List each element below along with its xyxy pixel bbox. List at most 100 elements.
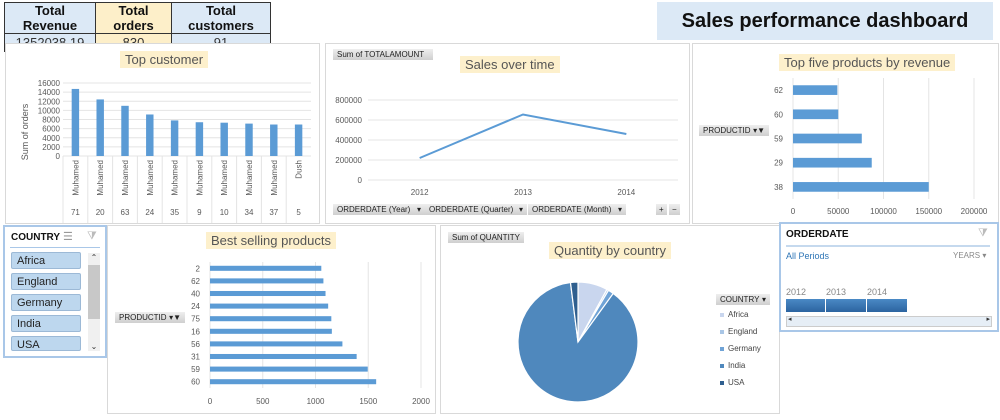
timeline-scrollbar[interactable]: ◂ ▸ [786, 316, 992, 327]
category-label: Muhamed [121, 160, 130, 196]
orderdate-year-button[interactable]: ORDERDATE (Year) ▾ [333, 204, 425, 215]
bar [195, 122, 204, 156]
slicer-item-germany[interactable]: Germany [11, 294, 81, 311]
category-label: 60 [774, 110, 783, 119]
legend-swatch [720, 363, 724, 368]
scroll-left-icon[interactable]: ◂ [788, 316, 792, 323]
category-id-label: 63 [121, 208, 130, 217]
button-label: ORDERDATE (Year) [337, 205, 411, 214]
timeline-bar-2012[interactable] [786, 299, 825, 312]
time-level-label: YEARS [953, 251, 981, 260]
x-tick-label: 50000 [827, 207, 850, 216]
x-tick-label: 200000 [961, 207, 988, 216]
category-id-label: 5 [296, 208, 301, 217]
button-label: PRODUCTID [119, 313, 167, 322]
orderdate-month-button[interactable]: ORDERDATE (Month) ▾ [528, 204, 626, 215]
y-tick-label: 16000 [38, 79, 61, 88]
legend-label: India [728, 361, 746, 370]
button-label: PRODUCTID [703, 126, 751, 135]
timeline-bar-2014[interactable] [867, 299, 907, 312]
bar [793, 182, 929, 192]
sales-line-plot: 0 200000 400000 600000 800000 2012 2013 2014 [335, 96, 678, 197]
legend-item: USA [720, 378, 744, 387]
top-five-plot: 0 50000 100000 150000 200000 62 60 59 29 38 [774, 78, 988, 216]
category-id-label: 34 [245, 208, 254, 217]
productid-field-button[interactable]: PRODUCTID ▾▼ [699, 125, 769, 136]
category-label: 38 [774, 183, 783, 192]
bar [793, 85, 838, 95]
top-customer-chart[interactable]: Top customer Sum of orders 0 2000 4000 6000… [5, 43, 320, 224]
filter-icon: ▾▼ [169, 313, 181, 322]
legend-label: England [728, 327, 758, 336]
button-label: COUNTRY [720, 295, 760, 304]
bar [220, 122, 228, 156]
x-tick-label: 2013 [514, 188, 532, 197]
collapse-button[interactable]: − [669, 204, 680, 215]
category-label: 59 [774, 135, 783, 144]
bar [793, 133, 862, 144]
sum-totalamount-field-button[interactable]: Sum of TOTALAMOUNT [333, 49, 433, 60]
y-tick-label: 2000 [42, 143, 60, 152]
slicer-item-england[interactable]: England [11, 273, 81, 290]
sales-line [419, 113, 627, 159]
legend-item: Africa [720, 310, 748, 319]
category-id-label: 9 [197, 208, 202, 217]
bar [210, 328, 332, 334]
clear-filter-icon[interactable]: ⧩ [978, 227, 988, 239]
clear-filter-icon[interactable]: ⧩ [87, 230, 97, 242]
category-label: Muhamed [195, 160, 204, 196]
pie-slice [517, 281, 639, 403]
sales-over-time-chart[interactable]: Sum of TOTALAMOUNT Sales over time 0 2000… [325, 43, 690, 224]
legend-item: India [720, 361, 745, 370]
timeline-bar-2013[interactable] [826, 299, 866, 312]
bar [210, 278, 324, 284]
scrollbar-thumb[interactable] [88, 265, 100, 319]
sum-quantity-field-button[interactable]: Sum of QUANTITY [448, 232, 524, 243]
quantity-by-country-chart[interactable]: Sum of QUANTITY Quantity by country COUN… [440, 225, 780, 414]
chart-title: Best selling products [206, 232, 336, 249]
dropdown-arrow-icon: ▾ [518, 205, 523, 214]
chart-title: Top customer [120, 51, 209, 68]
y-axis-label: Sum of orders [20, 103, 30, 160]
scroll-right-icon[interactable]: ▸ [986, 316, 990, 323]
x-tick-label: 1500 [359, 397, 377, 406]
button-label: ORDERDATE (Month) [532, 205, 612, 214]
y-tick-label: 200000 [335, 156, 362, 165]
slicer-title: COUNTRY [11, 232, 61, 243]
slicer-item-africa[interactable]: Africa [11, 252, 81, 269]
legend-item: Germany [720, 344, 761, 353]
country-legend-button[interactable]: COUNTRY ▾ [716, 294, 770, 305]
scroll-down-icon[interactable]: ⌄ [90, 342, 98, 351]
multi-select-icon[interactable]: ☰ [63, 231, 73, 243]
bar [294, 124, 303, 156]
productid-field-button[interactable]: PRODUCTID ▾▼ [115, 312, 185, 323]
y-tick-label: 14000 [38, 88, 61, 97]
bar [793, 109, 839, 120]
slicer-item-usa[interactable]: USA [11, 336, 81, 351]
orderdate-quarter-button[interactable]: ORDERDATE (Quarter) ▾ [425, 204, 527, 215]
category-label: 24 [191, 302, 200, 311]
time-level-dropdown[interactable]: YEARS ▾ [953, 251, 987, 260]
x-tick-label: 500 [256, 397, 270, 406]
bar [210, 290, 326, 297]
total-customers-label: Total customers [171, 2, 271, 34]
y-tick-label: 600000 [335, 116, 362, 125]
dropdown-arrow-icon: ▾ [761, 295, 766, 304]
slicer-item-india[interactable]: India [11, 315, 81, 332]
y-tick-label: 8000 [42, 116, 60, 125]
category-id-label: 10 [220, 208, 229, 217]
bar [121, 105, 129, 156]
bar [210, 379, 377, 385]
scroll-up-icon[interactable]: ⌃ [90, 253, 98, 262]
category-label: Muhamed [96, 160, 105, 196]
expand-button[interactable]: + [656, 204, 667, 215]
top-five-products-chart[interactable]: Top five products by revenue PRODUCTID ▾▼… [692, 43, 999, 224]
bar [210, 353, 357, 360]
category-id-label: 35 [170, 208, 179, 217]
best-selling-products-chart[interactable]: Best selling products PRODUCTID ▾▼ 0 500 10… [107, 225, 436, 414]
bar [210, 316, 332, 322]
x-tick-label: 2014 [617, 188, 635, 197]
all-periods-label: All Periods [786, 251, 830, 261]
bar [71, 88, 80, 156]
slicer-scrollbar[interactable]: ⌃ ⌄ [88, 253, 100, 351]
